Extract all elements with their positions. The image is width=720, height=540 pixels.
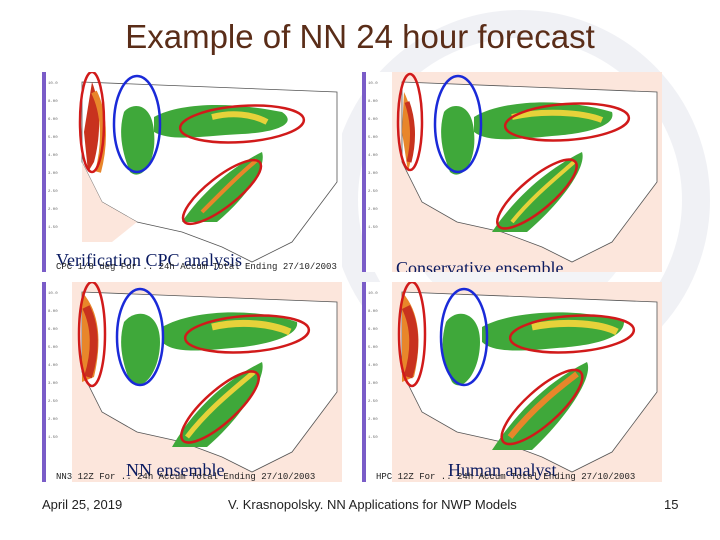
svg-text:1.50: 1.50 [48, 436, 58, 440]
svg-text:3.00: 3.00 [48, 382, 58, 386]
panel-caption: Human analyst [448, 460, 557, 480]
svg-text:1.50: 1.50 [48, 226, 58, 230]
svg-text:5.00: 5.00 [48, 136, 58, 140]
svg-text:4.00: 4.00 [368, 154, 378, 158]
color-scale-bar [362, 72, 366, 272]
map-panel-nn: 10.0 8.00 6.00 5.00 4.00 3.00 2.50 2.00 1.50 N… [42, 282, 342, 482]
footer-date: April 25, 2019 [42, 497, 123, 512]
svg-text:5.00: 5.00 [368, 136, 378, 140]
highlight-ellipse-red [508, 314, 636, 354]
highlight-ellipse-blue [433, 74, 483, 174]
svg-text:2.50: 2.50 [48, 400, 58, 404]
highlight-ellipse-red [397, 282, 427, 388]
highlight-ellipse-red [78, 72, 106, 174]
svg-text:10.0: 10.0 [368, 292, 378, 296]
panel-caption: Verification CPC analysis [56, 250, 242, 270]
map-panel-verification: 10.0 8.00 6.00 5.00 4.00 3.00 2.50 2.00 1.50 V… [42, 72, 342, 272]
svg-text:2.50: 2.50 [48, 190, 58, 194]
svg-text:10.0: 10.0 [48, 292, 58, 296]
svg-text:6.00: 6.00 [48, 118, 58, 122]
precip-map: 10.0 8.00 6.00 5.00 4.00 3.00 2.50 2.00 1.50 [362, 72, 662, 272]
svg-text:2.00: 2.00 [48, 418, 58, 422]
svg-text:3.00: 3.00 [48, 172, 58, 176]
svg-text:4.00: 4.00 [48, 364, 58, 368]
svg-text:8.00: 8.00 [368, 100, 378, 104]
svg-text:2.50: 2.50 [368, 400, 378, 404]
svg-text:8.00: 8.00 [48, 100, 58, 104]
svg-text:4.00: 4.00 [48, 154, 58, 158]
svg-text:2.50: 2.50 [368, 190, 378, 194]
highlight-ellipse-red [183, 314, 311, 354]
page-number: 15 [664, 497, 679, 512]
footer-credit: V. Krasnopolsky. NN Applications for NWP… [228, 497, 517, 512]
panel-footer: CPC 1/8 deg For .. 24h Accum Total Endin… [56, 262, 337, 272]
svg-text:1.50: 1.50 [368, 436, 378, 440]
precip-map: 10.0 8.00 6.00 5.00 4.00 3.00 2.50 2.00 1.50 [362, 282, 662, 482]
slide-title: Example of NN 24 hour forecast [125, 18, 595, 55]
highlight-ellipse-red [77, 282, 107, 388]
panel-caption: Conservative ensemble [396, 258, 564, 272]
svg-text:2.00: 2.00 [48, 208, 58, 212]
map-panel-conservative: 10.0 8.00 6.00 5.00 4.00 3.00 2.50 2.00 1.50 C… [362, 72, 662, 272]
svg-text:1.50: 1.50 [368, 226, 378, 230]
highlight-ellipse-blue [115, 287, 165, 387]
svg-text:2.00: 2.00 [368, 208, 378, 212]
svg-text:2.00: 2.00 [368, 418, 378, 422]
panel-caption: NN ensemble [126, 460, 225, 480]
highlight-ellipse-red [503, 102, 631, 142]
color-scale-bar [42, 282, 46, 482]
color-scale-bar [42, 72, 46, 272]
svg-text:8.00: 8.00 [368, 310, 378, 314]
svg-text:10.0: 10.0 [368, 82, 378, 86]
highlight-ellipse-red [178, 104, 306, 144]
highlight-ellipse-red [500, 368, 584, 446]
svg-text:5.00: 5.00 [368, 346, 378, 350]
svg-text:6.00: 6.00 [368, 118, 378, 122]
svg-text:4.00: 4.00 [368, 364, 378, 368]
svg-text:3.00: 3.00 [368, 382, 378, 386]
panel-footer: HPC 12Z For .. 24h Accum Total Ending 27… [376, 472, 636, 482]
svg-text:6.00: 6.00 [368, 328, 378, 332]
map-panel-human: 10.0 8.00 6.00 5.00 4.00 3.00 2.50 2.00 1.50 H… [362, 282, 662, 482]
svg-text:6.00: 6.00 [48, 328, 58, 332]
color-scale-bar [362, 282, 366, 482]
svg-text:8.00: 8.00 [48, 310, 58, 314]
highlight-ellipse-red [181, 158, 263, 226]
svg-text:3.00: 3.00 [368, 172, 378, 176]
highlight-ellipse-red [396, 72, 424, 172]
highlight-ellipse-blue [439, 287, 489, 387]
precip-map: 10.0 8.00 6.00 5.00 4.00 3.00 2.50 2.00 1.50 [42, 282, 342, 482]
highlight-ellipse-red [180, 370, 260, 444]
highlight-ellipse-red [496, 158, 578, 230]
panel-footer: NN3 12Z For .. 24h Accum Total Ending 27… [56, 472, 316, 482]
highlight-ellipse-blue [112, 74, 162, 174]
svg-text:5.00: 5.00 [48, 346, 58, 350]
precip-map: 10.0 8.00 6.00 5.00 4.00 3.00 2.50 2.00 1.50 [42, 72, 342, 272]
svg-text:10.0: 10.0 [48, 82, 58, 86]
